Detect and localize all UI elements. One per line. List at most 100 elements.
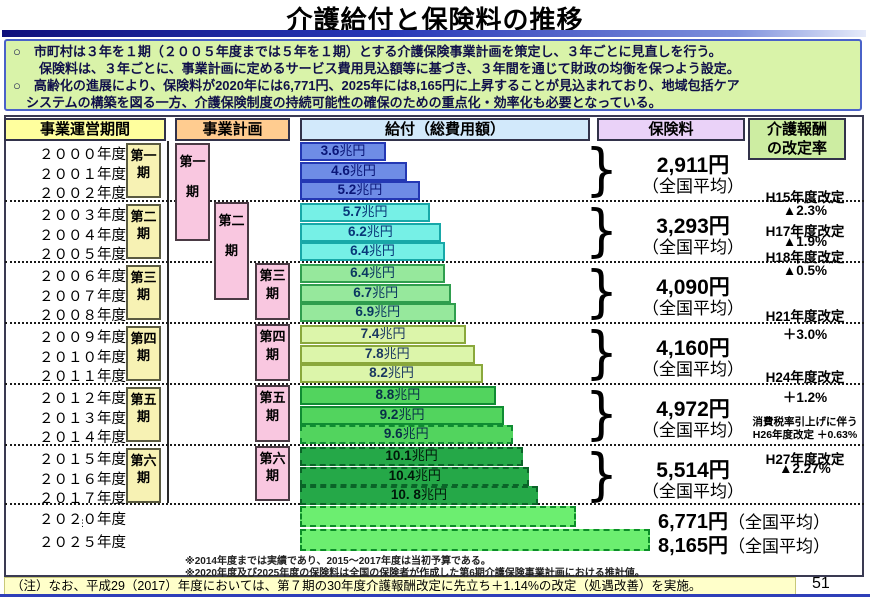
revision-rate-label: H17年度改定 (765, 224, 845, 239)
chart-frame (4, 115, 864, 577)
bar-value-number: 10.4 (388, 467, 415, 483)
premium-brace: } (585, 198, 619, 264)
section-divider (5, 322, 864, 324)
page-number: 51 (812, 575, 830, 592)
year-label: ２００６年度 (39, 269, 126, 285)
year-ellipsis: ⋮ (78, 518, 87, 528)
bar-value-number: 6.4 (350, 265, 369, 280)
plan-period-box: 第三期 (255, 263, 290, 320)
premium-brace: } (585, 137, 619, 203)
section-divider (5, 444, 864, 446)
year-label: ２０２５年度 (39, 535, 126, 551)
premium-amount: 4,090円 (656, 276, 730, 299)
benefit-bar: 5.2兆円 (300, 181, 420, 201)
premium-note: （全国平均） (642, 421, 744, 440)
bar-value-number: 6.2 (348, 223, 367, 239)
benefit-bar: 6.9兆円 (300, 303, 456, 323)
benefit-bar: 6.4兆円 (300, 242, 446, 262)
premium-amount: 6,771円 (658, 511, 729, 533)
benefit-bar: 6.7兆円 (300, 283, 452, 303)
bar-value-number: 10. 8 (390, 487, 421, 503)
column-header-revision-rate: 介護報酬 の改定率 (748, 118, 846, 160)
year-label: ２０００年度 (39, 147, 126, 163)
operation-period-box: 第四期 (126, 326, 161, 381)
column-header-premium: 保険料 (597, 118, 745, 141)
year-label: ２００２年度 (39, 186, 126, 203)
revision-rate-label: ▲2.3% (782, 203, 828, 218)
year-label: ２００１年度 (39, 166, 126, 183)
year-label: ２００３年度 (39, 208, 126, 224)
year-label: ２００９年度 (39, 330, 126, 346)
bar-value-unit: 兆円 (394, 387, 421, 402)
bar-value-unit: 兆円 (387, 365, 414, 381)
operation-period-box: 第二期 (126, 204, 161, 259)
plan-period-box: 第一期 (175, 143, 210, 241)
benefit-bar: 8.8兆円 (300, 386, 496, 405)
benefit-bar: 10.1兆円 (300, 447, 524, 466)
bar-value-number: 6.9 (355, 304, 375, 320)
premium-amount: 8,165円 (658, 535, 729, 557)
benefit-bar: 10. 8兆円 (300, 486, 538, 506)
bar-value-number: 6.4 (350, 243, 369, 259)
bar-value-unit: 兆円 (361, 204, 388, 219)
premium-note: （全国平均） (642, 482, 744, 501)
footnote: ※2020年度及び2025年度の保険料は全国の保険者が作成した第6期介護保険事業… (185, 568, 645, 579)
benefit-bar: 9.6兆円 (300, 425, 513, 445)
bar-value-unit: 兆円 (368, 265, 395, 280)
revision-rate-label: H24年度改定 (765, 370, 845, 385)
benefit-bar: 5.7兆円 (300, 203, 431, 222)
premium-amount: 2,911円 (656, 154, 730, 177)
benefit-bar: 6.4兆円 (300, 264, 446, 283)
revision-rate-label: H21年度改定 (765, 309, 845, 324)
bar-value-unit: 兆円 (366, 223, 393, 239)
premium-amount: 3,293円 (656, 215, 730, 238)
premium-line: 8,165円（全国平均） (658, 529, 830, 558)
benefit-bar: 8.2兆円 (300, 364, 484, 384)
bar-value-unit: 兆円 (420, 487, 447, 503)
premium-note: （全国平均） (728, 537, 831, 556)
plan-period-box: 第六期 (255, 446, 290, 501)
year-label: ２０２０年度 (39, 512, 126, 528)
intro-line: 保険料は、３年ごとに、事業計画に定めるサービス費用見込額等に基づき、３年間を通じ… (13, 61, 740, 76)
bar-value-number: 5.7 (342, 204, 362, 219)
title-underline (2, 30, 866, 37)
bar-value-unit: 兆円 (349, 162, 376, 178)
bar-value-number: 7.4 (360, 326, 380, 341)
revision-rate-label: ▲1.9% (782, 234, 828, 249)
plan-period-box: 第四期 (255, 324, 290, 381)
year-label: ２００７年度 (39, 288, 126, 305)
year-label: ２０１６年度 (39, 471, 126, 488)
footnote: ※2014年度までは実績であり、2015～2017年度は当初予算である。 (185, 556, 491, 567)
bar-value-number: 9.2 (379, 406, 399, 422)
bar-value-number: 4.6 (331, 162, 350, 178)
bar-value-unit: 兆円 (372, 284, 399, 300)
section-divider (5, 383, 864, 385)
bottom-rule (0, 594, 870, 597)
year-label: ２０１２年度 (39, 391, 126, 407)
premium-amount: 5,514円 (656, 459, 730, 482)
bar-value-number: 5.2 (337, 182, 357, 198)
intro-panel: ○ 市町村は３年を１期（２００５年度までは５年を１期）とする介護保険事業計画を策… (4, 39, 862, 111)
revision-rate-label: ▲2.27% (779, 461, 831, 476)
bar-value-unit: 兆円 (368, 243, 395, 259)
operation-period-box: 第一期 (126, 143, 161, 198)
bar-value-number: 3.6 (320, 143, 340, 158)
year-label: ２０１５年度 (39, 452, 126, 468)
premium-brace: } (585, 381, 619, 447)
premium-brace: } (585, 320, 619, 386)
bar-value-unit: 兆円 (414, 467, 441, 483)
revision-rate-label: H18年度改定 (765, 250, 845, 265)
column-header-benefits: 給付（総費用額） (300, 118, 590, 141)
bar-value-unit: 兆円 (398, 406, 425, 422)
operation-period-box: 第三期 (126, 265, 161, 320)
benefit-bar: 7.4兆円 (300, 325, 467, 344)
year-label: ２００５年度 (39, 247, 126, 264)
benefit-bar: 4.6兆円 (300, 161, 408, 181)
benefit-bar (300, 506, 576, 527)
premium-amount: 4,972円 (656, 398, 730, 421)
year-label: ２０１０年度 (39, 349, 126, 366)
intro-line: ○ 高齢化の進展により、保険料が2020年には6,771円、2025年には8,1… (13, 78, 740, 93)
benefit-bar: 3.6兆円 (300, 142, 386, 161)
bottom-note: （注）なお、平成29（2017）年度においては、第７期の30年度介護報酬改定に先… (4, 577, 796, 595)
premium-note: （全国平均） (642, 177, 744, 196)
